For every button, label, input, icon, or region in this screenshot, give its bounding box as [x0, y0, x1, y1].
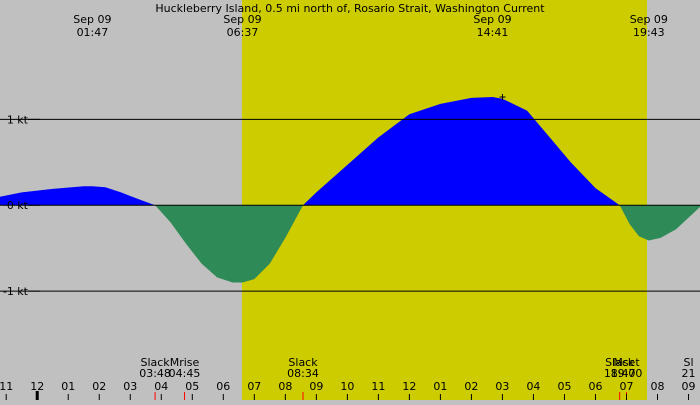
- bottom-event-label: Mrise: [170, 356, 200, 369]
- y-tick-label: -1 kt: [3, 285, 29, 298]
- hour-tick-label: 12: [402, 380, 416, 393]
- hour-tick-label: 02: [464, 380, 478, 393]
- flood-current-area: [0, 186, 156, 206]
- bottom-event-time: 03:48: [139, 367, 171, 380]
- current-area-layer: [0, 97, 700, 283]
- hour-tick-label: 02: [92, 380, 106, 393]
- hour-tick-label: 09: [682, 380, 696, 393]
- hour-tick-label: 07: [247, 380, 261, 393]
- bottom-event-time: 08:34: [287, 367, 319, 380]
- y-tick-label: 1 kt: [7, 113, 29, 126]
- top-event-date: Sep 09: [223, 13, 261, 26]
- top-event-time: 01:47: [77, 26, 109, 39]
- bottom-event-time: 18:47: [604, 367, 636, 380]
- hour-tick-label: 06: [588, 380, 602, 393]
- hour-tick-label: 11: [0, 380, 13, 393]
- bottom-event-label: Mset: [613, 356, 640, 369]
- top-event-time: 19:43: [633, 26, 665, 39]
- peak-markers: [499, 94, 506, 101]
- hour-tick-label: 12: [30, 380, 44, 393]
- hour-tick-label: 08: [278, 380, 292, 393]
- hour-tick-label: 04: [526, 380, 540, 393]
- hour-tick-label: 07: [619, 380, 633, 393]
- hour-tick-label: 08: [651, 380, 665, 393]
- hour-tick-label: 01: [433, 380, 447, 393]
- hour-tick-label: 09: [309, 380, 323, 393]
- ebb-current-area: [619, 205, 700, 241]
- top-event-date: Sep 09: [473, 13, 511, 26]
- hour-tick-label: 06: [216, 380, 230, 393]
- hour-axis: 11 12 01 02 03 04 05 06 07 08 09 10 11 12 01 02 03 04 05 06…: [0, 380, 696, 400]
- bottom-event-time: 04:45: [169, 367, 201, 380]
- y-tick-label: 0 kt: [7, 199, 29, 212]
- bottom-event-label: Slack: [605, 356, 635, 369]
- top-event-time: 06:37: [227, 26, 259, 39]
- hour-tick-label: 11: [371, 380, 385, 393]
- bottom-event-label: Slack: [140, 356, 170, 369]
- ebb-current-area: [155, 205, 303, 283]
- hour-tick-label: 05: [185, 380, 199, 393]
- hour-tick-label: 03: [123, 380, 137, 393]
- bottom-event-labels: Slack03:48Mrise04:45Slack08:34Slack18:47…: [139, 356, 696, 400]
- top-event-date: Sep 09: [73, 13, 111, 26]
- flood-current-area: [303, 97, 620, 206]
- hour-tick-label: 05: [557, 380, 571, 393]
- bottom-event-label: Slack: [288, 356, 318, 369]
- bottom-event-label: Sl: [684, 356, 694, 369]
- y-tick-labels: 1 kt 0 kt -1 kt: [3, 113, 29, 298]
- bottom-event-time: 19:00: [611, 367, 643, 380]
- hour-tick-label: 01: [61, 380, 75, 393]
- hour-tick-label: 04: [154, 380, 168, 393]
- top-event-date: Sep 09: [630, 13, 668, 26]
- top-event-time: 14:41: [477, 26, 509, 39]
- hour-tick-label: 10: [340, 380, 354, 393]
- chart-title: Huckleberry Island, 0.5 mi north of, Ros…: [155, 2, 545, 15]
- y-gridlines: [0, 118, 700, 292]
- hour-tick-label: 03: [495, 380, 509, 393]
- bottom-event-time: 21: [682, 367, 696, 380]
